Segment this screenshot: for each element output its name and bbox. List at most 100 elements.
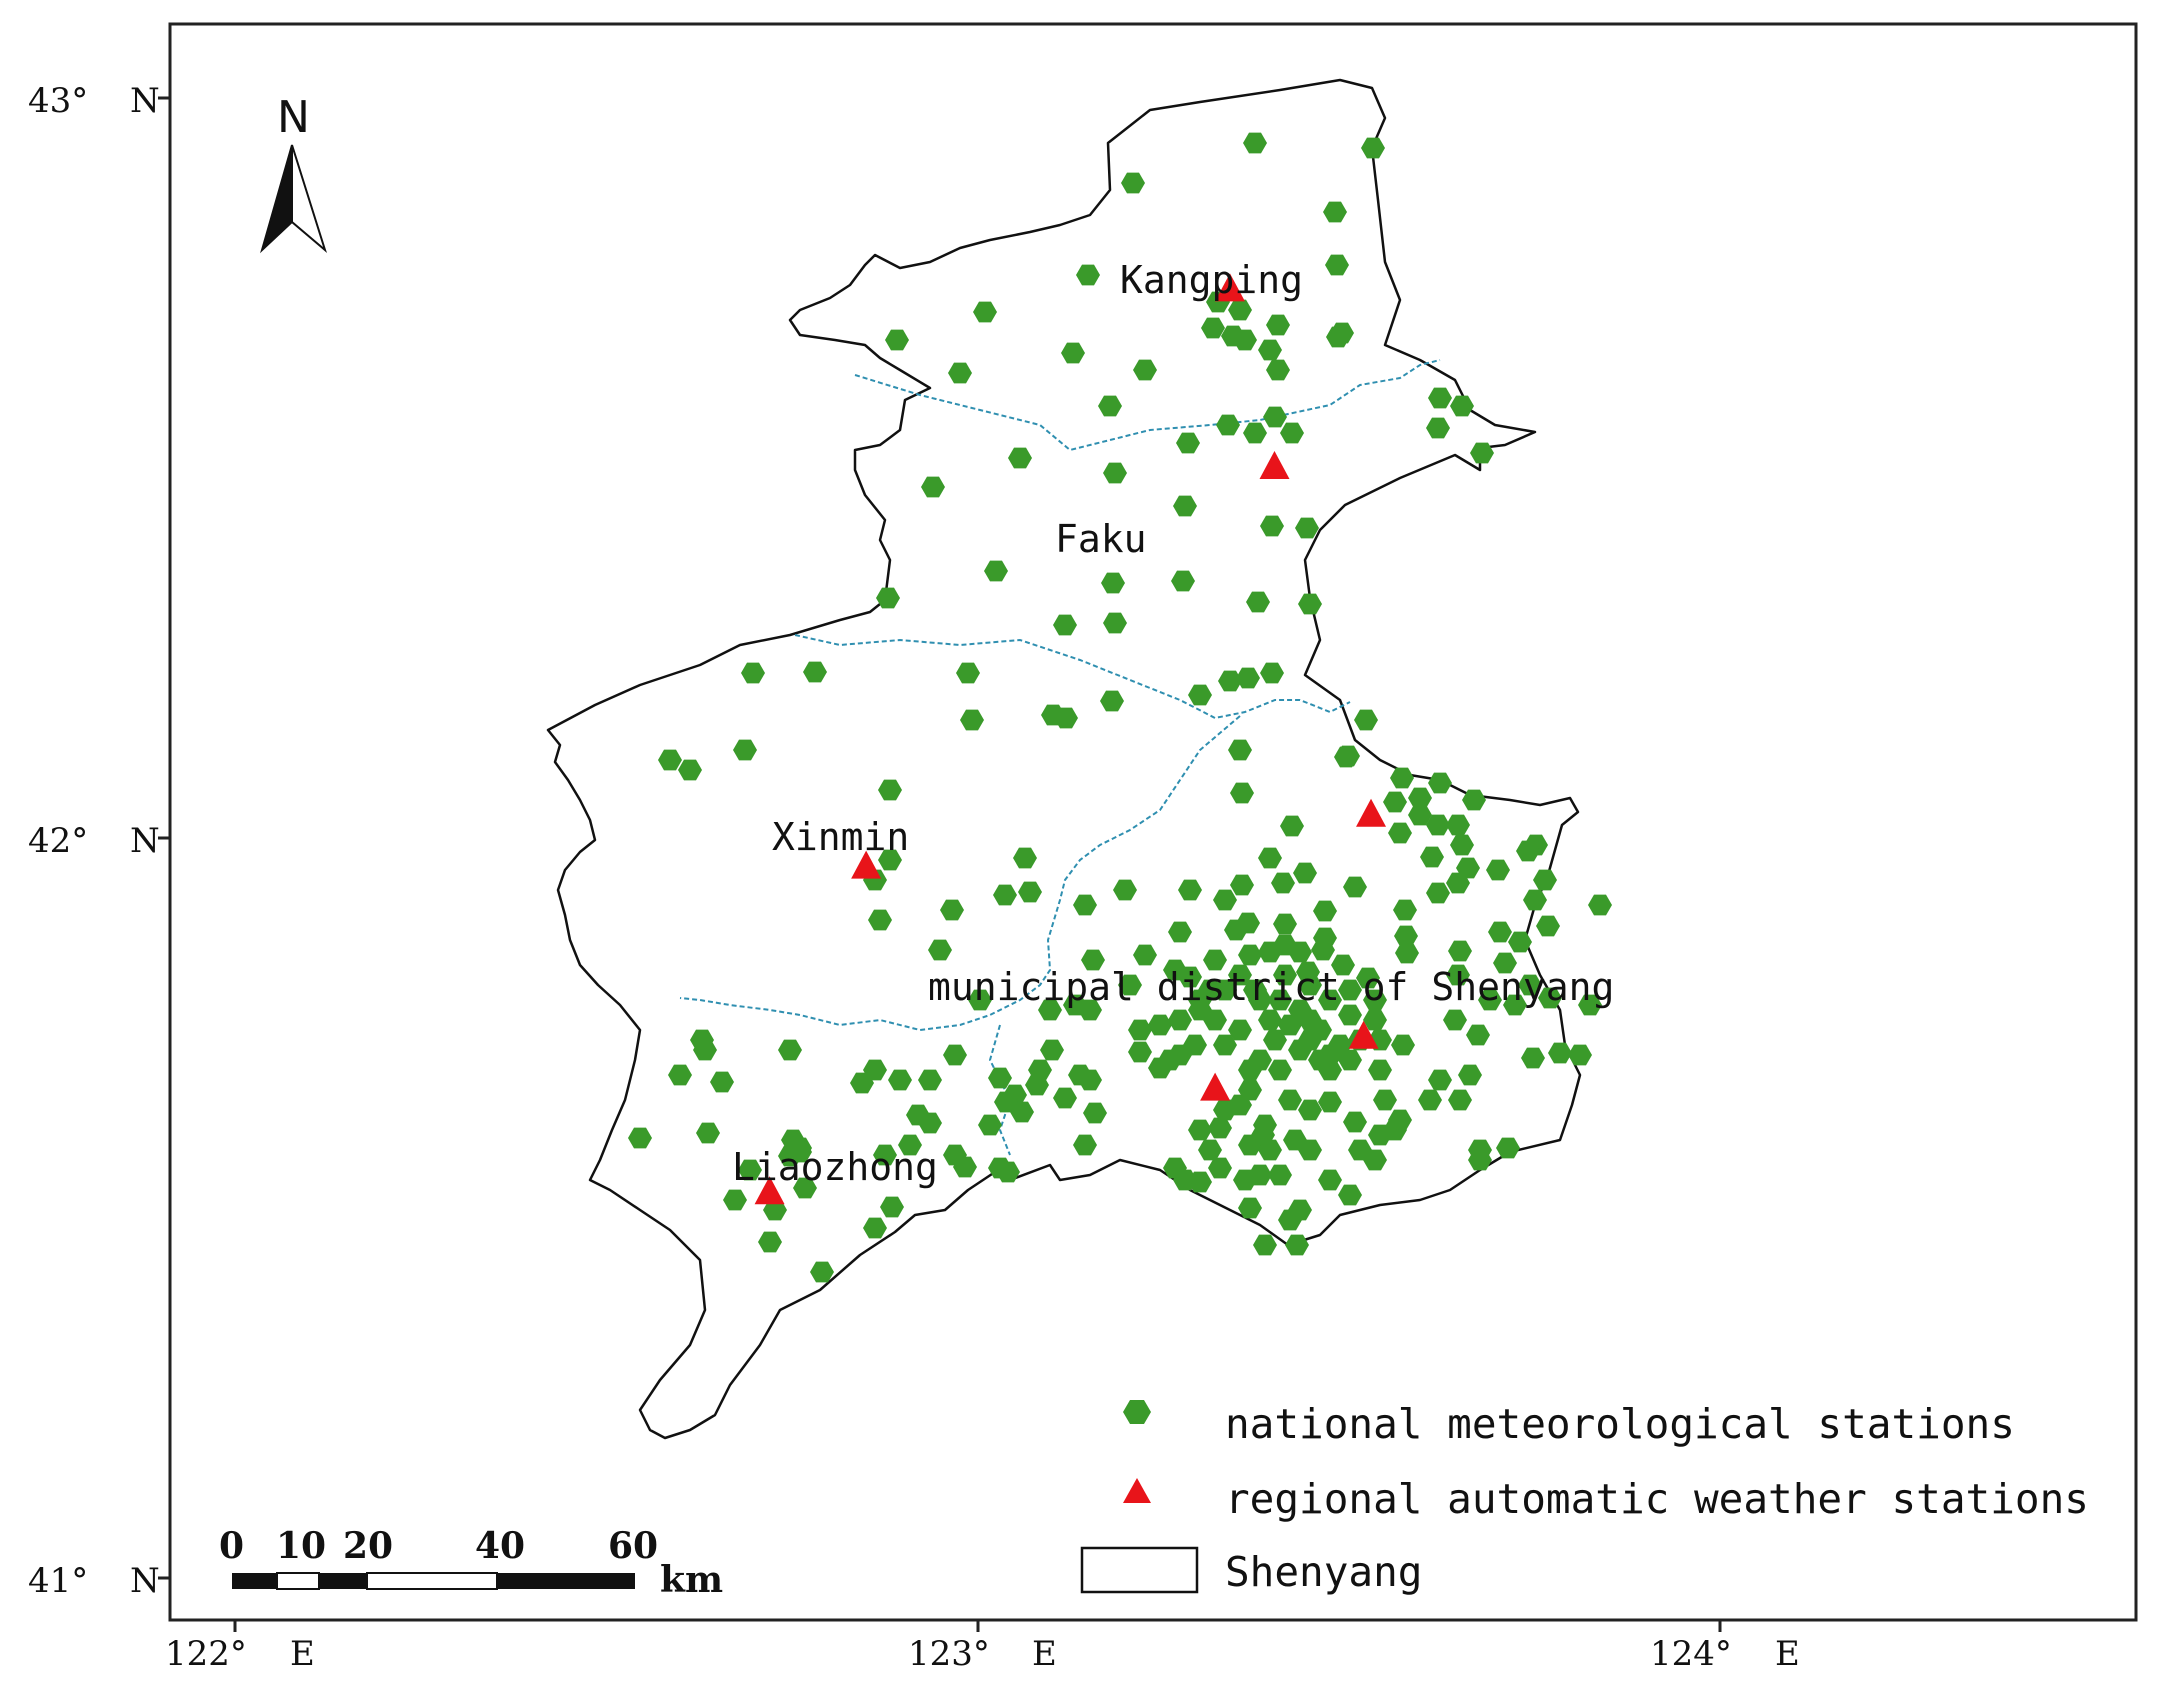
- national-station-marker: [1263, 1029, 1287, 1051]
- national-station-marker: [1394, 925, 1418, 947]
- national-station-marker: [1278, 1209, 1302, 1231]
- national-station-marker: [1450, 834, 1474, 856]
- national-station-marker: [1188, 1119, 1212, 1141]
- national-station-marker: [1238, 1059, 1262, 1081]
- national-station-marker: [1338, 1004, 1362, 1026]
- national-station-marker: [1198, 1139, 1222, 1161]
- national-station-marker: [738, 1159, 762, 1181]
- national-station-marker: [1178, 879, 1202, 901]
- national-station-marker: [978, 1114, 1002, 1136]
- national-station-marker: [1258, 847, 1282, 869]
- north-arrow: N: [260, 92, 327, 254]
- national-station-marker: [1458, 1064, 1482, 1086]
- national-station-marker: [1428, 772, 1452, 794]
- national-station-marker: [1238, 944, 1262, 966]
- place-label-liaozhong: Liaozhong: [732, 1145, 938, 1189]
- national-station-marker: [1488, 921, 1512, 943]
- national-station-marker: [1426, 814, 1450, 836]
- national-station-marker: [1236, 667, 1260, 689]
- national-station-marker: [1363, 989, 1387, 1011]
- national-station-marker: [1233, 1169, 1257, 1191]
- national-station-marker: [1296, 961, 1320, 983]
- national-station-marker: [1213, 979, 1237, 1001]
- national-station-marker: [1368, 1059, 1392, 1081]
- lon-label-124-deg: 124°: [1650, 1634, 1732, 1674]
- national-station-marker: [1133, 944, 1157, 966]
- national-station-marker: [1318, 1091, 1342, 1113]
- national-station-marker: [1298, 593, 1322, 615]
- lon-label-123-hem: E: [1032, 1634, 1057, 1674]
- national-station-marker: [1208, 1117, 1232, 1139]
- national-station-marker: [1298, 1099, 1322, 1121]
- national-station-marker: [1171, 570, 1195, 592]
- regional-station-marker: [754, 1176, 785, 1205]
- national-station-marker: [1098, 395, 1122, 417]
- scale-unit: km: [660, 1559, 723, 1601]
- place-label-xinmin: Xinmin: [772, 815, 909, 859]
- national-station-marker: [1266, 359, 1290, 381]
- national-station-marker: [1538, 987, 1562, 1009]
- national-station-marker: [1338, 1049, 1362, 1071]
- scale-segment-1: [232, 1573, 277, 1589]
- national-station-marker: [1073, 894, 1097, 916]
- legend-boundary-label: Shenyang: [1225, 1548, 1422, 1596]
- national-station-marker: [1298, 1029, 1322, 1051]
- national-station-marker: [1076, 264, 1100, 286]
- national-station-marker: [988, 1067, 1012, 1089]
- national-station-marker: [1118, 974, 1142, 996]
- national-station-marker: [1078, 1069, 1102, 1091]
- national-station-marker: [1213, 1099, 1237, 1121]
- national-station-marker: [1113, 879, 1137, 901]
- national-station-marker: [1363, 1009, 1387, 1031]
- national-station-marker: [1486, 859, 1510, 881]
- national-station-marker: [1271, 872, 1295, 894]
- national-station-marker: [1383, 791, 1407, 813]
- national-station-marker: [1188, 989, 1212, 1011]
- national-station-marker: [1428, 1069, 1452, 1091]
- national-station-marker: [876, 587, 900, 609]
- lat-label-41-deg: 41°: [28, 1561, 88, 1601]
- national-station-marker: [921, 476, 945, 498]
- lat-label-43-hem: N: [130, 81, 160, 121]
- national-station-marker: [1053, 614, 1077, 636]
- national-station-marker: [1293, 862, 1317, 884]
- national-station-marker: [1448, 1089, 1472, 1111]
- national-station-marker: [1040, 1039, 1064, 1061]
- national-station-marker: [1418, 1089, 1442, 1111]
- national-station-marker: [1188, 684, 1212, 706]
- national-station-marker: [1426, 417, 1450, 439]
- national-station-marker: [1446, 964, 1470, 986]
- latitude-labels: 43° N 42° N 41° N: [28, 81, 160, 1601]
- national-station-marker: [1258, 1009, 1282, 1031]
- national-station-marker: [1533, 869, 1557, 891]
- national-station-marker: [1083, 1102, 1107, 1124]
- national-station-marker: [1010, 1101, 1034, 1123]
- lat-label-41-hem: N: [130, 1561, 160, 1601]
- national-station-marker: [1148, 1014, 1172, 1036]
- national-station-marker: [778, 1145, 802, 1167]
- national-station-marker: [1253, 1114, 1277, 1136]
- national-station-marker: [1356, 967, 1380, 989]
- national-station-marker: [1318, 1044, 1342, 1066]
- national-station-marker: [1121, 172, 1145, 194]
- national-station-marker: [628, 1127, 652, 1149]
- national-station-marker: [1228, 964, 1252, 986]
- national-station-marker: [1013, 847, 1037, 869]
- national-station-marker: [1326, 326, 1350, 348]
- national-station-marker: [693, 1039, 717, 1061]
- national-station-marker: [1243, 979, 1267, 1001]
- national-station-marker: [1054, 707, 1078, 729]
- national-station-marker: [1266, 314, 1290, 336]
- national-station-marker: [940, 899, 964, 921]
- scale-segment-3: [319, 1573, 367, 1589]
- place-label-municipal-district: municipal district of Shenyang: [928, 965, 1614, 1009]
- legend-boundary-symbol: [1080, 1546, 1199, 1594]
- scale-tick-label-20: 20: [343, 1525, 393, 1567]
- legend-national-symbol: [1123, 1400, 1151, 1424]
- national-station-marker: [793, 1177, 817, 1199]
- national-station-marker: [1278, 1014, 1302, 1036]
- national-station-marker: [1101, 572, 1125, 594]
- national-station-marker: [1313, 900, 1337, 922]
- national-station-marker: [1213, 889, 1237, 911]
- national-station-marker: [1178, 966, 1202, 988]
